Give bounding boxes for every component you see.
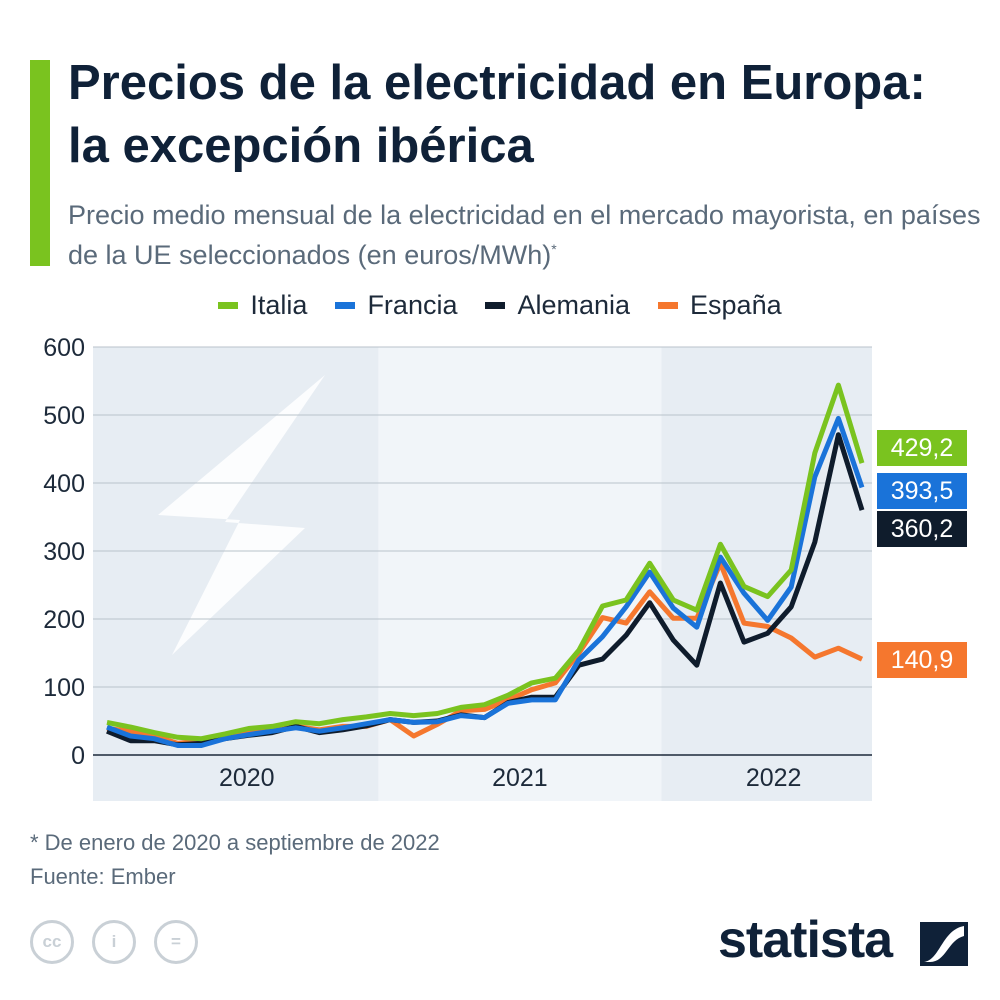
attribution-icon[interactable]: i: [92, 920, 136, 964]
end-value-box: [877, 473, 967, 509]
legend-label: Francia: [367, 290, 458, 320]
legend-item-alemania: Alemania: [485, 290, 630, 321]
legend-item-italia: Italia: [218, 290, 307, 321]
footnote-text: * De enero de 2020 a septiembre de 2022: [30, 830, 440, 855]
lightning-bolt-icon: [158, 375, 325, 655]
y-tick-label: 200: [43, 606, 85, 634]
end-value-text: 360,2: [891, 515, 954, 543]
x-tick-label: 2020: [219, 764, 275, 792]
series-line-italia: [106, 382, 865, 742]
y-tick-label: 0: [71, 742, 85, 770]
legend-label: Italia: [250, 290, 308, 320]
legend-swatch: [658, 302, 679, 309]
end-value-label-italia: 429,2: [877, 430, 967, 466]
y-tick-label: 400: [43, 470, 85, 498]
no-derivatives-icon[interactable]: =: [154, 920, 198, 964]
legend: Italia Francia Alemania España: [0, 290, 1000, 321]
y-tick-label: 100: [43, 674, 85, 702]
end-value-label-españa: 140,9: [877, 642, 967, 678]
y-tick-label: 500: [43, 402, 85, 430]
subtitle-text: Precio medio mensual de la electricidad …: [68, 200, 981, 270]
chart-subtitle: Precio medio mensual de la electricidad …: [68, 198, 988, 272]
statista-logo[interactable]: statista: [718, 911, 893, 969]
end-value-box: [877, 642, 967, 678]
subtitle-asterisk: *: [551, 241, 557, 257]
end-value-label-francia: 393,5: [877, 473, 967, 509]
end-value-text: 140,9: [891, 646, 954, 674]
x-tick-label: 2022: [746, 764, 802, 792]
source-text: Fuente: Ember: [30, 864, 176, 889]
legend-label: Alemania: [517, 290, 631, 320]
y-tick-label: 600: [43, 334, 85, 362]
series-line-francia: [106, 415, 865, 748]
legend-item-espana: España: [658, 290, 782, 321]
legend-swatch: [335, 302, 356, 309]
legend-swatch: [218, 302, 239, 309]
end-value-text: 393,5: [891, 477, 954, 505]
statista-logo-mark: [920, 922, 968, 966]
end-value-box: [877, 511, 967, 547]
y-tick-label: 300: [43, 538, 85, 566]
legend-item-francia: Francia: [335, 290, 457, 321]
accent-bar: [30, 60, 50, 266]
footnote: * De enero de 2020 a septiembre de 2022 …: [30, 826, 440, 894]
end-value-box: [877, 430, 967, 466]
end-value-text: 429,2: [891, 434, 954, 462]
end-value-label-alemania: 360,2: [877, 511, 967, 547]
x-tick-label: 2021: [492, 764, 548, 792]
legend-swatch: [485, 302, 506, 309]
legend-label: España: [690, 290, 782, 320]
chart-title: Precios de la electricidad en Europa: la…: [68, 56, 926, 173]
cc-icon[interactable]: cc: [30, 920, 74, 964]
